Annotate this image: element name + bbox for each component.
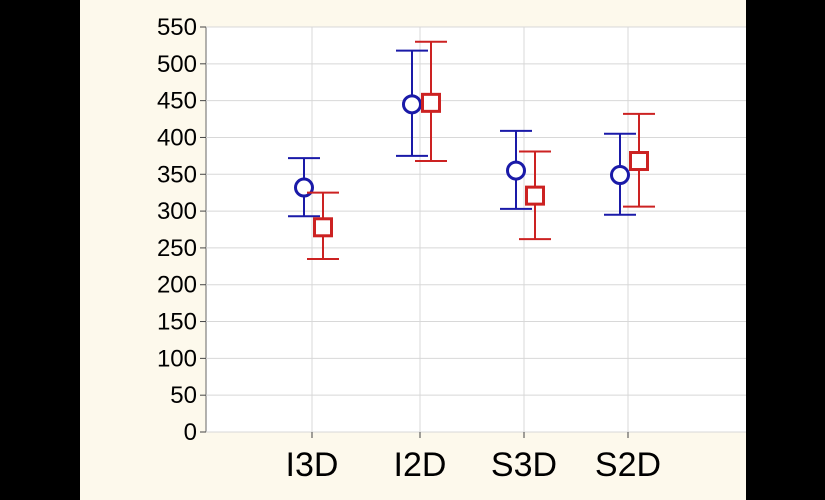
- grid-lines: [206, 26, 746, 433]
- y-tick-label: 450: [157, 88, 197, 115]
- data-point-circle: [402, 94, 422, 115]
- chart-panel: 0 50 100 150 200 250 300 350 400 450 500 550 I3D I2D…: [80, 0, 746, 500]
- y-tick-label: 250: [157, 235, 197, 262]
- y-tick-label: 400: [157, 124, 197, 151]
- x-axis-ticks: I3D I2D S3D S2D: [286, 432, 661, 484]
- y-tick-label: 50: [170, 382, 197, 409]
- data-point-square: [525, 185, 545, 206]
- y-tick-label: 550: [157, 14, 197, 41]
- y-tick-label: 0: [184, 419, 197, 446]
- y-tick-label: 100: [157, 345, 197, 372]
- y-axis-ticks: 0 50 100 150 200 250 300 350 400 450 500 550: [157, 14, 206, 446]
- x-tick-label: S3D: [491, 446, 557, 484]
- y-tick-label: 300: [157, 198, 197, 225]
- x-tick-label: I3D: [286, 446, 339, 484]
- y-tick-label: 350: [157, 161, 197, 188]
- plot-area: [205, 26, 746, 433]
- x-tick-label: I2D: [394, 446, 447, 484]
- data-point-square: [313, 217, 333, 238]
- data-point-square: [629, 151, 649, 172]
- data-marks: [288, 40, 655, 260]
- data-point-circle: [610, 165, 630, 186]
- x-tick-label: S2D: [595, 446, 661, 484]
- y-tick-label: 200: [157, 272, 197, 299]
- y-tick-label: 500: [157, 51, 197, 78]
- error-bar-chart: 0 50 100 150 200 250 300 350 400 450 500 550 I3D I2D…: [157, 14, 746, 484]
- data-point-circle: [506, 160, 526, 181]
- y-tick-label: 150: [157, 309, 197, 336]
- data-point-square: [421, 92, 441, 113]
